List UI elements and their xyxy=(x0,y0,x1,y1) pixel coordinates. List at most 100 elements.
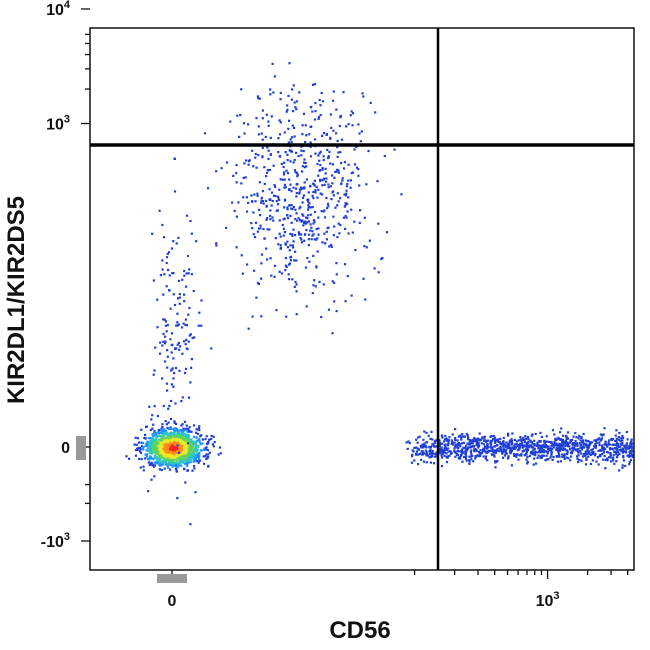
data-point xyxy=(301,196,305,199)
data-point xyxy=(297,217,300,220)
data-point xyxy=(489,441,492,444)
data-point xyxy=(508,441,511,444)
data-point xyxy=(135,443,138,446)
data-point xyxy=(580,436,583,439)
data-point xyxy=(164,455,167,458)
data-point xyxy=(293,126,296,129)
data-point xyxy=(494,441,497,444)
data-point xyxy=(146,440,149,443)
data-point xyxy=(576,445,579,448)
data-point xyxy=(185,450,188,453)
data-point xyxy=(162,453,165,456)
data-point xyxy=(351,112,355,115)
data-point xyxy=(580,459,583,462)
data-point xyxy=(278,188,281,191)
data-point xyxy=(215,170,218,173)
data-point xyxy=(212,445,215,448)
data-point xyxy=(266,228,269,231)
data-point xyxy=(286,246,289,249)
data-point xyxy=(608,439,611,442)
data-point xyxy=(621,439,624,442)
data-point xyxy=(440,434,443,437)
data-point xyxy=(546,450,549,453)
data-point xyxy=(573,446,576,450)
data-point xyxy=(558,455,561,458)
data-point xyxy=(490,449,493,453)
data-point xyxy=(448,454,451,457)
data-point xyxy=(562,444,565,447)
data-point xyxy=(411,453,414,456)
data-point xyxy=(614,434,617,437)
data-point xyxy=(434,439,437,443)
data-point xyxy=(483,435,486,438)
data-point xyxy=(489,435,492,438)
data-point xyxy=(258,181,261,184)
data-point xyxy=(525,437,528,440)
data-point xyxy=(540,455,544,458)
data-point xyxy=(194,491,197,494)
data-point xyxy=(255,166,258,169)
data-point xyxy=(278,133,282,136)
data-point xyxy=(177,451,181,454)
data-point xyxy=(176,457,180,460)
data-point xyxy=(237,201,240,204)
data-point xyxy=(271,216,274,219)
data-point xyxy=(586,448,589,451)
data-point xyxy=(358,221,361,224)
data-point xyxy=(602,450,606,453)
data-point xyxy=(342,216,345,219)
data-point xyxy=(327,186,330,189)
data-point xyxy=(235,246,238,249)
data-point xyxy=(357,123,360,126)
data-point xyxy=(538,440,541,443)
data-point xyxy=(586,446,589,449)
data-point xyxy=(187,458,190,461)
data-point xyxy=(163,360,167,363)
data-point xyxy=(531,452,534,455)
data-point xyxy=(314,191,317,194)
data-point xyxy=(562,449,565,452)
data-point xyxy=(241,272,244,275)
data-point xyxy=(229,120,232,123)
data-point xyxy=(303,233,307,236)
data-point xyxy=(548,449,551,452)
data-point xyxy=(343,263,347,266)
data-point xyxy=(566,441,569,444)
data-point xyxy=(187,313,190,316)
data-point xyxy=(177,341,180,345)
data-point xyxy=(161,447,164,450)
data-point xyxy=(417,453,420,456)
data-point xyxy=(174,402,177,405)
data-point xyxy=(425,461,428,464)
data-point xyxy=(424,445,427,448)
data-point xyxy=(548,440,551,443)
data-point xyxy=(385,231,389,234)
data-point xyxy=(561,455,564,459)
data-point xyxy=(195,431,198,434)
data-point xyxy=(318,98,321,102)
data-point xyxy=(272,164,275,167)
data-point xyxy=(511,443,514,446)
data-point xyxy=(186,463,189,466)
data-point xyxy=(420,445,423,448)
data-point xyxy=(161,344,164,347)
data-point xyxy=(273,75,276,78)
data-point xyxy=(167,433,170,436)
data-point xyxy=(172,435,175,438)
data-point xyxy=(592,450,595,454)
data-point xyxy=(150,438,153,441)
data-point xyxy=(242,196,245,199)
data-point xyxy=(180,430,183,434)
data-point xyxy=(606,459,609,462)
data-point xyxy=(298,192,301,195)
data-point xyxy=(293,285,296,288)
data-point xyxy=(235,181,238,184)
data-point xyxy=(296,219,299,222)
data-point xyxy=(629,450,632,453)
data-point xyxy=(558,447,561,450)
data-point xyxy=(268,168,271,172)
data-point xyxy=(156,415,159,418)
data-point xyxy=(185,338,188,341)
data-point xyxy=(416,453,419,456)
data-point xyxy=(308,260,311,263)
